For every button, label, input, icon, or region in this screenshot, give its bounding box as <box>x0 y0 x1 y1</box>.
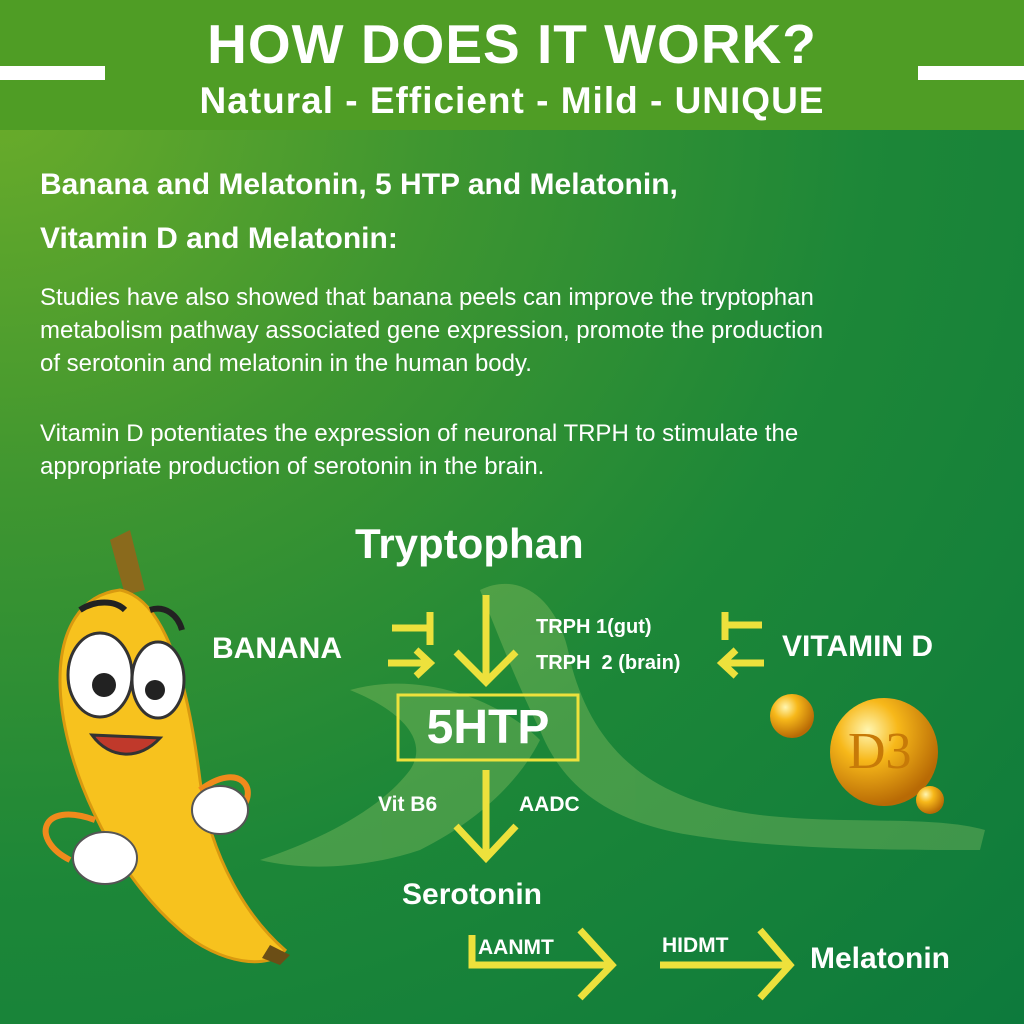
label-hidmt: HIDMT <box>662 934 729 957</box>
label-banana: BANANA <box>212 632 342 665</box>
label-serotonin: Serotonin <box>402 878 542 911</box>
header-divider-right <box>918 66 1024 80</box>
paragraph-line: metabolism pathway associated gene expre… <box>40 317 824 344</box>
arrow-vitamin-d-icon <box>716 647 764 679</box>
paragraph-line: Vitamin D potentiates the expression of … <box>40 420 799 447</box>
paragraph-vitamin-d: Vitamin D potentiates the expression of … <box>40 417 1000 483</box>
heading-line: Banana and Melatonin, 5 HTP and Melatoni… <box>40 168 678 201</box>
banana-peel-illustration <box>260 583 985 867</box>
header-divider-left <box>0 66 105 80</box>
label-tryptophan: Tryptophan <box>355 520 584 567</box>
arrow-hidmt <box>660 927 795 1001</box>
header-band <box>0 0 1024 130</box>
paragraph-line: of serotonin and melatonin in the human … <box>40 350 532 377</box>
label-trph1: TRPH 1(gut) <box>536 616 652 638</box>
page-title: HOW DOES IT WORK? <box>207 13 817 75</box>
label-aanmt: AANMT <box>478 936 554 959</box>
arrow-aanmt <box>468 927 617 1001</box>
banana-mascot-illustration <box>42 530 290 965</box>
d3-text: D3 <box>848 723 912 780</box>
label-5htp: 5HTP <box>426 701 550 754</box>
label-melatonin: Melatonin <box>810 942 950 975</box>
pathway-arrows <box>388 595 795 1001</box>
inhibit-vitamin-d-icon <box>721 612 762 640</box>
vitamin-d3-capsule-illustration <box>770 694 944 814</box>
inhibit-banana-icon <box>392 612 434 645</box>
paragraph-banana: Studies have also showed that banana pee… <box>40 281 1000 380</box>
arrow-banana-icon <box>388 647 436 679</box>
label-trph2: TRPH 2 (brain) <box>536 652 681 674</box>
label-vitamin-d: VITAMIN D <box>782 630 934 663</box>
paragraph-line: Studies have also showed that banana pee… <box>40 284 814 311</box>
section-heading: Banana and Melatonin, 5 HTP and Melatoni… <box>40 158 678 266</box>
label-aadc: AADC <box>519 793 580 816</box>
d3-badge: D3 <box>848 722 912 781</box>
arrow-tryptophan-to-5htp <box>453 595 519 687</box>
5htp-box <box>396 693 580 762</box>
paragraph-line: appropriate production of serotonin in t… <box>40 453 545 480</box>
arrow-5htp-to-serotonin <box>453 770 519 864</box>
page-subtitle: Natural - Efficient - Mild - UNIQUE <box>199 80 825 121</box>
heading-line: Vitamin D and Melatonin: <box>40 222 398 255</box>
label-vit-b6: Vit B6 <box>378 793 438 816</box>
